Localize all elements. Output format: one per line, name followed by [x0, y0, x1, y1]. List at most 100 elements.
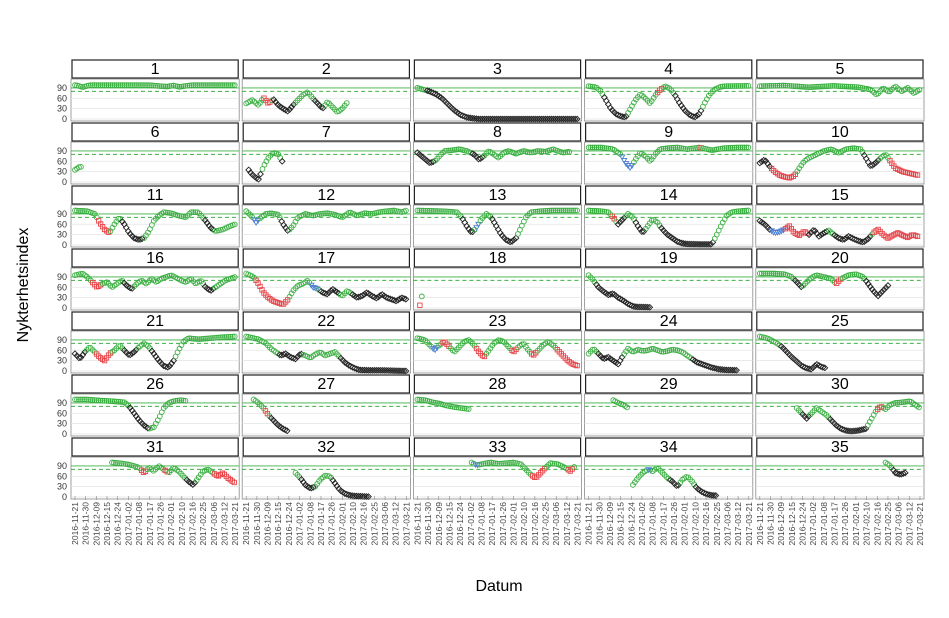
data-point	[585, 83, 592, 90]
x-tick-label: 2017-03-12	[562, 502, 572, 546]
data-point	[689, 113, 697, 120]
data-point	[345, 210, 352, 216]
data-point	[225, 333, 232, 340]
data-point	[782, 82, 789, 89]
data-point	[160, 83, 167, 90]
data-point	[847, 272, 854, 278]
x-tick-label: 2017-02-01	[337, 502, 347, 546]
data-point	[851, 235, 858, 243]
data-point	[662, 145, 669, 152]
data-point	[168, 359, 176, 367]
data-point	[896, 399, 903, 406]
data-point	[504, 460, 510, 466]
data-point	[115, 82, 122, 88]
data-point	[164, 363, 172, 371]
x-tick-label: 2016-12-24	[626, 502, 636, 546]
data-point	[318, 210, 324, 217]
data-point	[612, 110, 620, 118]
data-point	[679, 239, 687, 247]
data-point	[672, 144, 679, 151]
panel-2: 2	[241, 59, 411, 122]
data-point	[477, 155, 484, 162]
data-point	[640, 228, 648, 235]
data-point	[798, 83, 805, 90]
data-point	[198, 82, 205, 88]
data-point	[461, 405, 468, 412]
panel-3: 3	[412, 59, 582, 123]
data-point	[551, 460, 558, 467]
data-point	[673, 238, 681, 245]
data-point	[218, 82, 224, 88]
data-point	[154, 83, 161, 89]
data-point	[735, 83, 742, 89]
x-tick-label: 2016-11-30	[423, 502, 433, 545]
data-point	[152, 82, 159, 89]
data-point	[796, 83, 803, 90]
data-point	[710, 491, 718, 499]
data-point	[709, 238, 717, 246]
data-point	[208, 82, 214, 88]
strip-header	[413, 437, 582, 457]
data-point	[422, 207, 429, 214]
data-point	[544, 207, 551, 214]
data-point	[363, 210, 370, 217]
data-point	[692, 145, 698, 151]
data-point	[837, 83, 844, 90]
data-point	[214, 334, 220, 341]
x-tick-label: 2017-02-01	[166, 502, 176, 546]
data-point	[129, 82, 136, 88]
x-tick-label: 2016-12-09	[776, 502, 786, 546]
data-point	[719, 83, 726, 90]
data-point	[81, 348, 89, 356]
strip-label: 3	[493, 61, 502, 78]
data-point	[288, 103, 295, 111]
data-point	[194, 82, 201, 88]
data-point	[849, 234, 856, 242]
data-point	[423, 87, 431, 95]
data-point	[164, 209, 171, 216]
y-tick-label: 30	[57, 419, 67, 429]
data-point	[556, 207, 563, 214]
data-point	[829, 83, 836, 89]
data-point	[200, 82, 207, 88]
data-point	[361, 210, 368, 217]
data-point	[93, 82, 100, 88]
panel-12: 12	[241, 185, 411, 248]
data-point	[916, 87, 923, 93]
data-point	[343, 100, 350, 106]
x-tick-label: 2017-02-01	[509, 502, 519, 546]
data-point	[82, 208, 88, 214]
data-point	[265, 210, 271, 217]
y-tick-label: 30	[57, 104, 67, 114]
plot-area	[241, 393, 411, 437]
data-point	[699, 360, 707, 368]
data-point	[176, 83, 183, 90]
data-point	[184, 82, 191, 89]
data-point	[880, 286, 888, 294]
x-tick-label: 2017-01-02	[295, 502, 305, 546]
data-point	[687, 112, 695, 120]
panel-15: 15	[755, 185, 925, 248]
data-point	[658, 348, 665, 355]
data-point	[107, 398, 114, 404]
data-point	[253, 174, 260, 182]
data-point	[743, 207, 750, 214]
data-point	[801, 364, 809, 371]
data-point	[756, 270, 763, 277]
data-point	[506, 460, 512, 466]
data-point	[821, 364, 829, 372]
data-point	[156, 83, 163, 89]
data-point	[245, 166, 253, 174]
data-point	[713, 365, 721, 373]
data-point	[124, 227, 132, 235]
data-point	[225, 82, 232, 88]
panel-5: 5	[755, 59, 925, 122]
data-point	[417, 302, 423, 308]
plot-area	[241, 330, 411, 374]
y-tick-label: 90	[57, 461, 67, 471]
strip-header	[71, 437, 239, 457]
strip-header	[242, 185, 410, 205]
x-tick-label: 2017-01-17	[830, 502, 840, 546]
